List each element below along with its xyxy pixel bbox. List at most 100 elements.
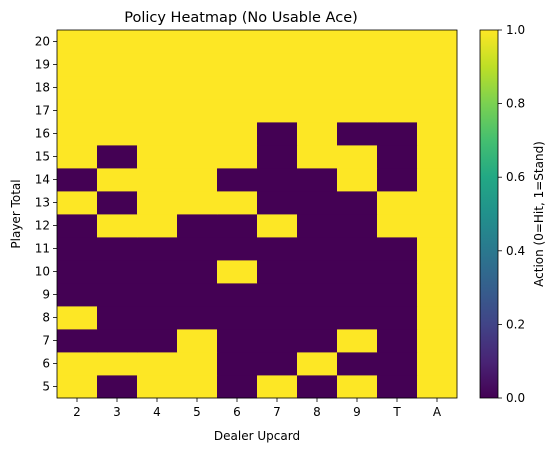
heatmap-cell [217,76,258,100]
heatmap-cell [97,283,138,307]
plot-frame [56,29,458,399]
heatmap-cell [297,237,338,261]
colorbar-tick-label: 0.6 [506,170,525,184]
heatmap-cell [257,168,298,192]
heatmap-cell [337,30,378,54]
heatmap-cell [337,214,378,238]
heatmap-cell [257,122,298,146]
y-tick-label: 5 [42,380,50,394]
heatmap-cell [417,30,458,54]
heatmap-cell [257,99,298,123]
y-tick-label: 11 [35,242,50,256]
heatmap-cell [377,30,418,54]
y-tick-label: 14 [35,173,50,187]
colorbar [479,29,499,399]
heatmap-cell [177,375,218,399]
heatmap-cell [137,122,178,146]
heatmap-cell [417,99,458,123]
heatmap-cell [257,375,298,399]
y-tick-label: 18 [35,81,50,95]
heatmap-cell [377,76,418,100]
heatmap-cell [257,191,298,215]
heatmap-cell [297,145,338,169]
heatmap-cell [57,352,98,376]
heatmap-cell [97,99,138,123]
heatmap-cell [377,260,418,284]
heatmap-cell [177,237,218,261]
heatmap-cell [97,306,138,330]
x-tick-label: T [392,405,401,419]
heatmap-cell [377,352,418,376]
heatmap-cell [377,168,418,192]
x-tick-label: 3 [113,405,121,419]
heatmap-cell [297,375,338,399]
heatmap-cell [377,122,418,146]
heatmap-cell [417,237,458,261]
colorbar-tick-label: 0.4 [506,244,525,258]
heatmap-cell [97,329,138,353]
heatmap-cell [217,375,258,399]
heatmap-cell [217,306,258,330]
heatmap-cell [337,76,378,100]
heatmap-cell [217,214,258,238]
heatmap-cell [177,76,218,100]
heatmap-cell [177,122,218,146]
heatmap-cell [377,145,418,169]
heatmap-cell [417,191,458,215]
x-tick-label: 6 [233,405,241,419]
heatmap-cell [137,168,178,192]
y-tick-label: 20 [35,35,50,49]
heatmap-cell [177,99,218,123]
heatmap-cell [257,352,298,376]
heatmap-cell [217,283,258,307]
heatmap-cell [57,306,98,330]
heatmap-cell [177,283,218,307]
heatmap-cell [57,191,98,215]
heatmap-cell [417,214,458,238]
heatmap-cell [177,306,218,330]
heatmap-cell [137,145,178,169]
heatmap-cell [177,352,218,376]
heatmap-cell [337,352,378,376]
heatmap-cell [57,76,98,100]
heatmap-cell [57,214,98,238]
heatmap-cell [97,53,138,77]
y-tick-label: 10 [35,265,50,279]
y-tick-label: 19 [35,58,50,72]
heatmap-cell [97,260,138,284]
x-tick-label: 7 [273,405,281,419]
y-tick-label: 12 [35,219,50,233]
heatmap-cell [217,99,258,123]
heatmap-cell [257,260,298,284]
heatmap-cell [57,375,98,399]
heatmap-cell [97,237,138,261]
heatmap-cell [177,145,218,169]
heatmap-cell [417,375,458,399]
heatmap-cell [337,237,378,261]
heatmap-cell [177,260,218,284]
heatmap-cell [297,306,338,330]
y-tick-label: 9 [42,288,50,302]
heatmap-cell [137,237,178,261]
heatmap-cell [217,352,258,376]
heatmap-cell [137,352,178,376]
heatmap-cell [137,375,178,399]
heatmap-cell [57,53,98,77]
x-tick-label: 5 [193,405,201,419]
heatmap-cell [137,283,178,307]
heatmap-cell [217,260,258,284]
heatmap-cell [97,352,138,376]
heatmap-cell [337,53,378,77]
heatmap-cell [217,53,258,77]
heatmap-cell [297,352,338,376]
colorbar-tick-label: 0.0 [506,391,525,405]
heatmap-cell [377,375,418,399]
heatmap-cell [417,168,458,192]
heatmap-cell [257,145,298,169]
y-tick-label: 17 [35,104,50,118]
x-tick-label: 8 [313,405,321,419]
x-tick-label: 4 [153,405,161,419]
heatmap-cell [257,283,298,307]
heatmap-cell [97,145,138,169]
